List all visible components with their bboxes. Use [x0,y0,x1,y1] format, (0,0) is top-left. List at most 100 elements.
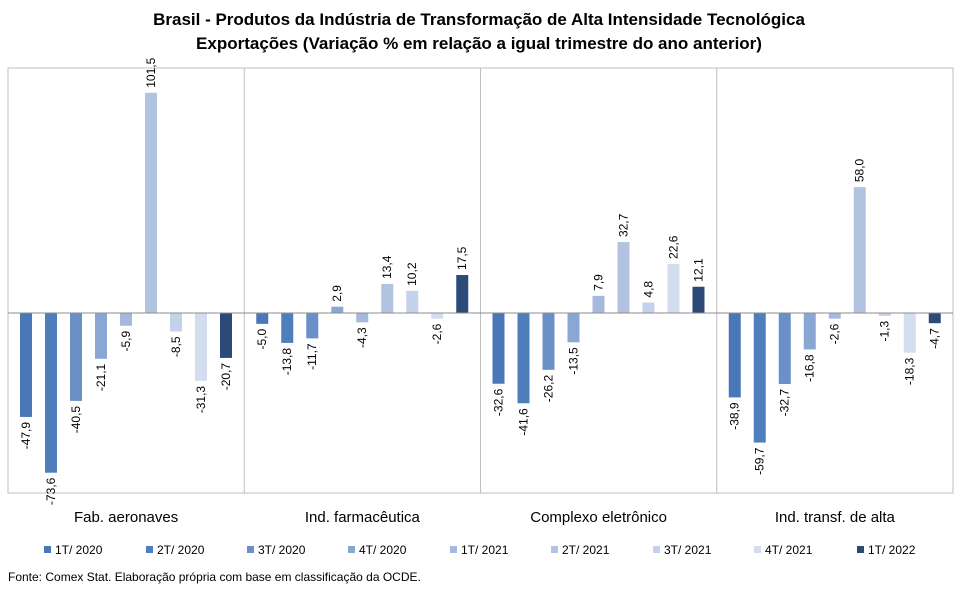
data-label: -31,3 [194,386,208,414]
data-label: 12,1 [692,258,706,282]
legend-item: 3T/ 2021 [653,543,711,557]
data-label: 2,9 [330,285,344,302]
bar [828,313,841,319]
legend-label: 4T/ 2020 [359,543,407,557]
legend-item: 4T/ 2020 [348,543,406,557]
bar [903,313,916,353]
bar [356,313,369,323]
bar [45,313,57,473]
bar [517,313,530,404]
bar [567,313,580,343]
legend-item: 1T/ 2021 [450,543,508,557]
legend-label: 1T/ 2021 [461,543,509,557]
data-label: 4,8 [642,281,656,298]
data-label: -20,7 [219,363,233,391]
data-label: 101,5 [144,57,158,87]
bar [692,286,705,313]
data-label: -11,7 [305,343,319,370]
bar [878,313,891,316]
data-label: 17,5 [455,246,469,270]
bar [928,313,941,324]
data-label: 32,7 [617,213,631,237]
legend-label: 1T/ 2020 [55,543,103,557]
legend-item: 4T/ 2021 [754,543,812,557]
data-label: -32,7 [778,389,792,417]
bar [170,313,182,332]
bar [667,263,680,313]
legend-label: 2T/ 2021 [562,543,610,557]
data-label: -21,1 [94,363,108,391]
bar [642,302,655,313]
legend-label: 3T/ 2021 [664,543,712,557]
legend-label: 1T/ 2022 [868,543,916,557]
data-label: -2,6 [430,323,444,344]
data-label: -59,7 [753,447,767,475]
data-label: -18,3 [903,357,917,385]
bar [195,313,207,381]
category-label: Ind. transf. de alta [775,509,896,526]
data-label: -38,9 [728,402,742,430]
legend-swatch [146,546,153,553]
bar [220,313,232,358]
legend-swatch [653,546,660,553]
bar [145,92,157,314]
bar [20,313,32,417]
bar [456,275,469,313]
legend-swatch [44,546,51,553]
data-label: 58,0 [853,158,867,182]
legend-label: 4T/ 2021 [765,543,813,557]
bar [803,313,816,350]
data-label: 7,9 [592,274,606,291]
data-label: -40,5 [69,406,83,434]
data-label: -13,5 [567,347,581,375]
bar [592,295,605,313]
legend-item: 1T/ 2022 [857,543,915,557]
data-label: -47,9 [19,422,33,450]
legend-swatch [348,546,355,553]
data-label: -5,9 [119,330,133,351]
bar [70,313,82,401]
category-label: Fab. aeronaves [74,509,178,526]
bar [256,313,269,324]
data-label: -73,6 [44,477,58,505]
data-label: -2,6 [828,323,842,344]
data-label: 10,2 [405,262,419,286]
chart-subtitle: Exportações (Variação % em relação a igu… [196,34,762,53]
bar [281,313,294,343]
data-label: 13,4 [380,255,394,279]
bar [728,313,741,398]
data-label: -13,8 [280,348,294,376]
legend-swatch [450,546,457,553]
data-label: -41,6 [517,408,531,436]
legend-item: 2T/ 2021 [551,543,609,557]
bar [853,187,866,313]
data-label: -5,0 [255,329,269,350]
data-label: 22,6 [667,235,681,259]
bar [431,313,444,319]
data-label: -16,8 [803,354,817,382]
legend-item: 2T/ 2020 [146,543,204,557]
bar [120,313,132,326]
legend-swatch [551,546,558,553]
legend-item: 1T/ 2020 [44,543,102,557]
data-label: -4,7 [928,328,942,349]
legend-swatch [857,546,864,553]
chart-title: Brasil - Produtos da Indústria de Transf… [153,10,805,29]
data-label: -26,2 [542,375,556,403]
bar [492,313,505,384]
bar [753,313,766,443]
category-label: Complexo eletrônico [530,509,667,526]
data-label: -4,3 [355,327,369,348]
bar [95,313,107,359]
legend-label: 2T/ 2020 [157,543,205,557]
data-label: -8,5 [169,336,183,357]
bar [331,306,344,313]
bar [542,313,555,370]
legend-swatch [247,546,254,553]
category-label: Ind. farmacêutica [305,509,421,526]
legend-label: 3T/ 2020 [258,543,306,557]
data-label: -32,6 [492,388,506,416]
legend-swatch [754,546,761,553]
bar [406,290,419,313]
